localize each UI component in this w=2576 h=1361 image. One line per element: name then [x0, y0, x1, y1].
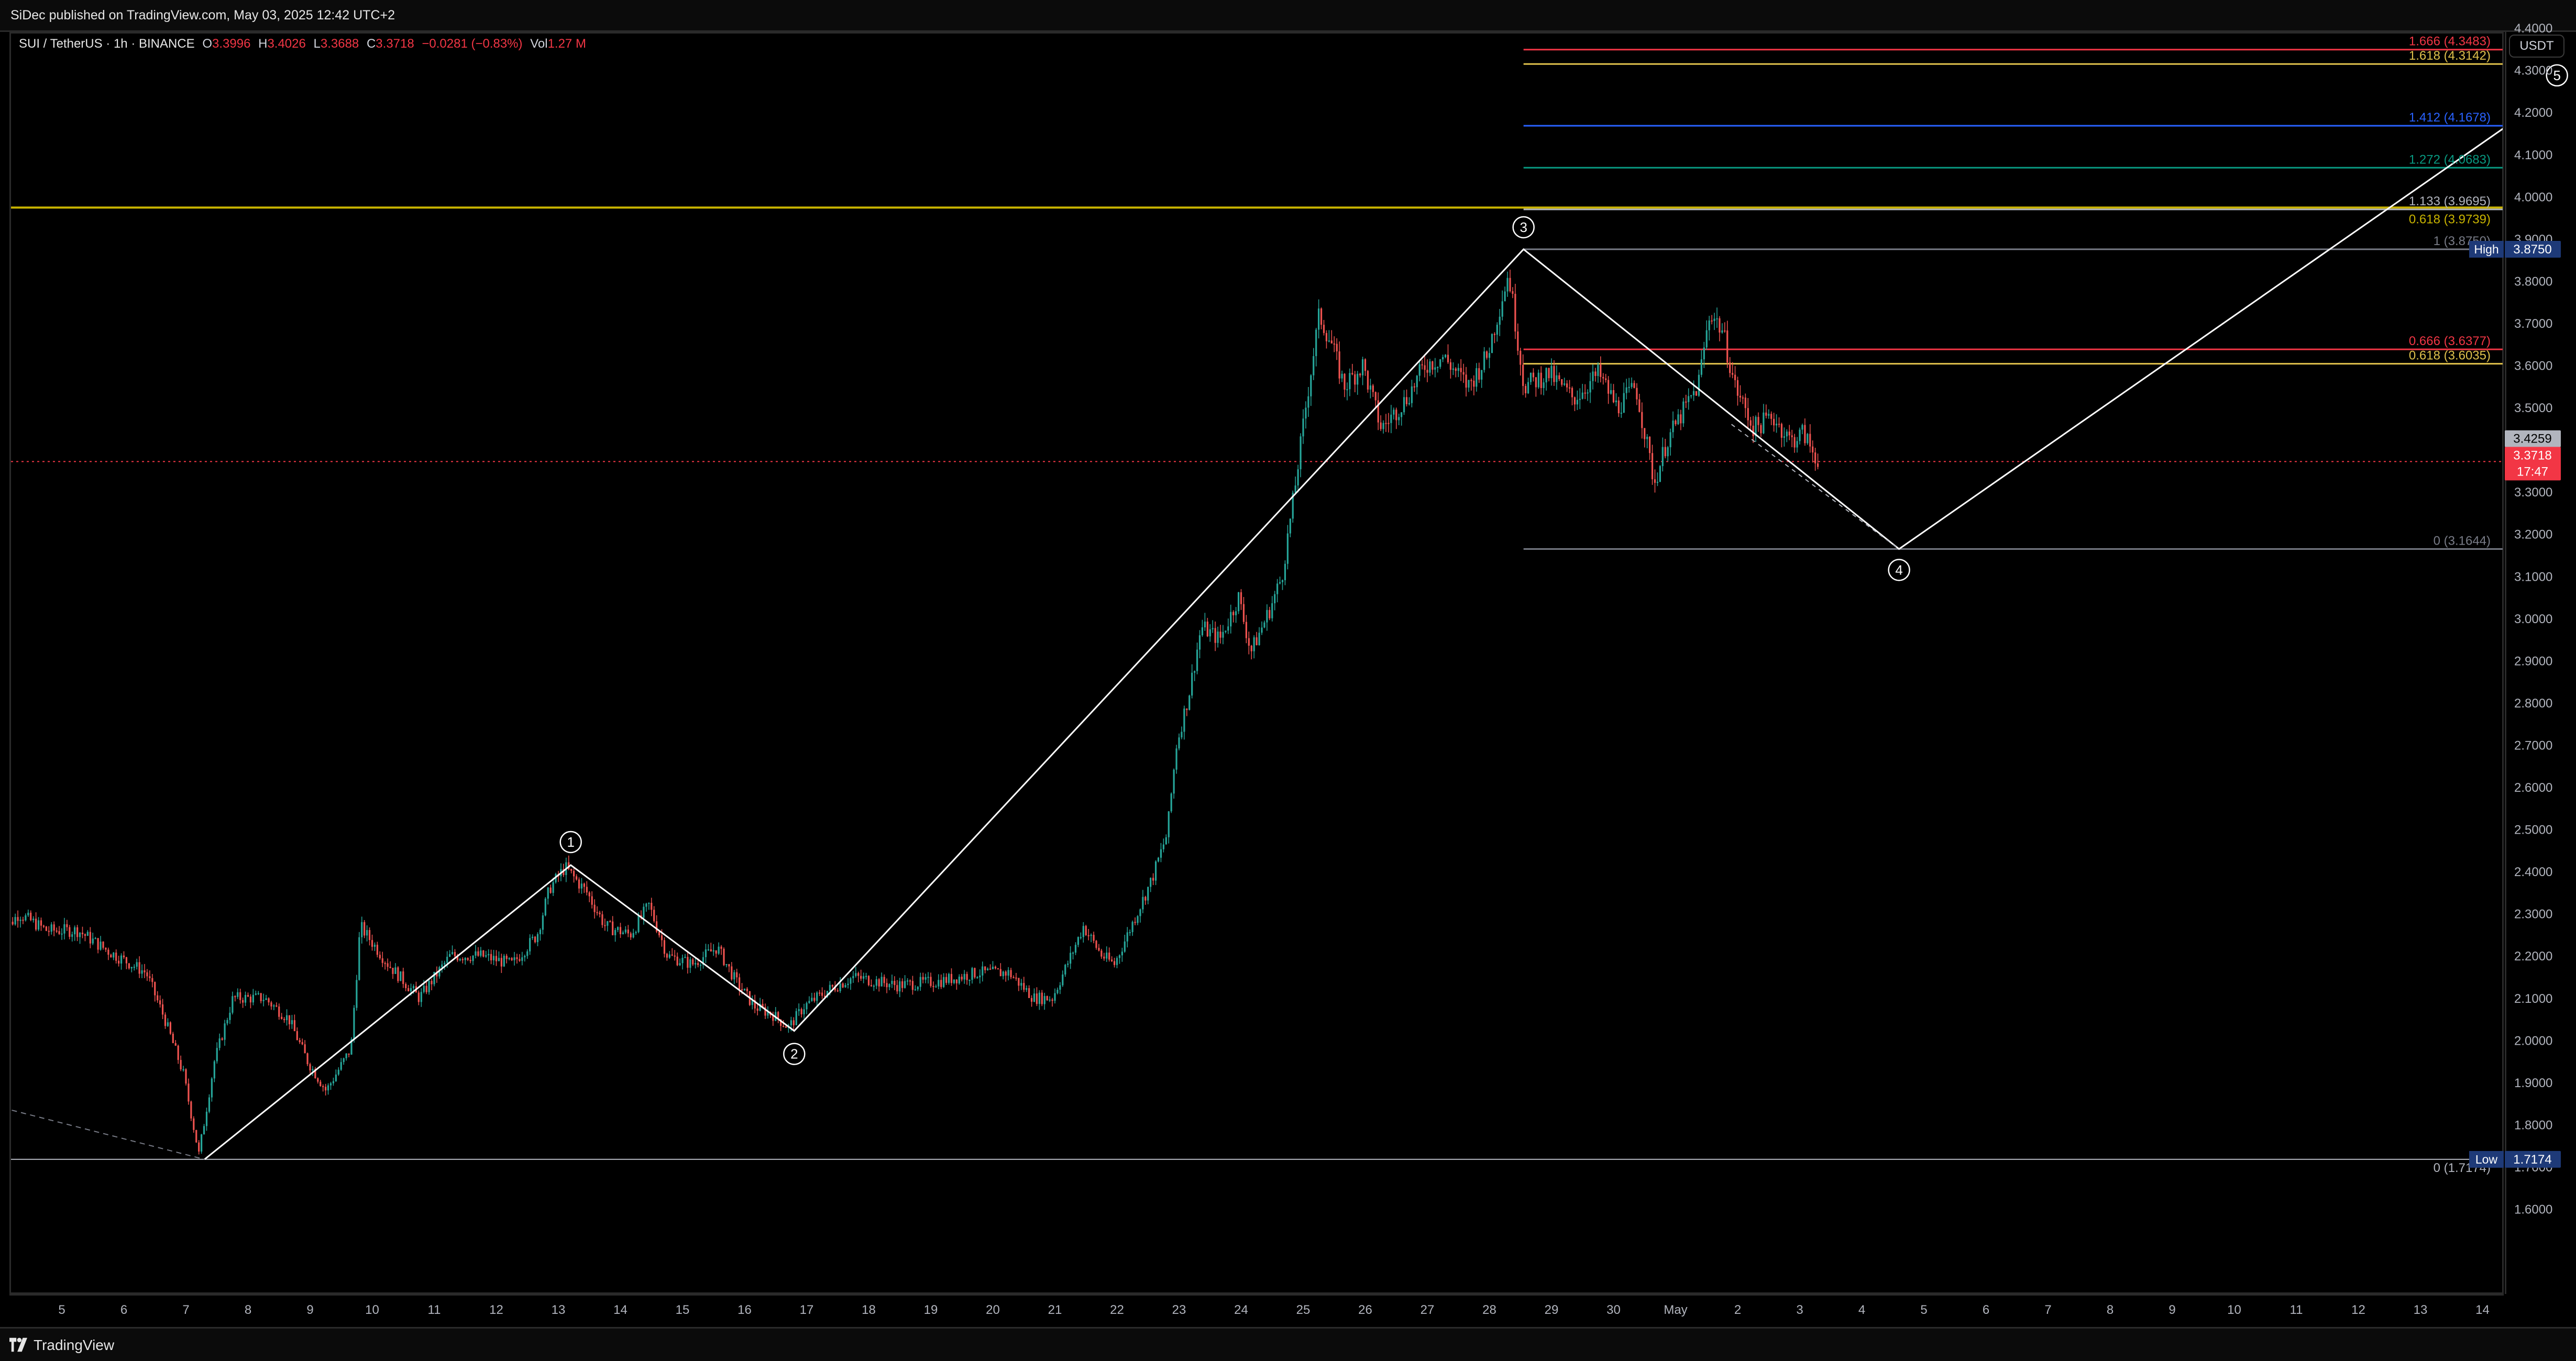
top-bar: SiDec published on TradingView.com, May … — [0, 0, 2576, 32]
volume-value: 1.27 M — [547, 37, 586, 51]
high-label: H — [258, 37, 268, 51]
footer-bar: TradingView — [0, 1327, 2576, 1361]
close-label: C — [366, 37, 376, 51]
time-axis[interactable] — [9, 1294, 2504, 1327]
low-value: 3.3688 — [320, 37, 359, 51]
price-axis[interactable] — [2505, 32, 2576, 1294]
high-value: 3.4026 — [267, 37, 306, 51]
open-label: O — [202, 37, 213, 51]
candle-body — [2, 936, 3, 937]
low-label: L — [313, 37, 321, 51]
tradingview-logo-icon — [9, 1337, 27, 1352]
brand-name: TradingView — [34, 1337, 115, 1353]
candle-body — [0, 936, 1, 939]
currency-button[interactable]: USDT — [2509, 35, 2564, 58]
candle-body — [4, 935, 6, 936]
candle-body — [7, 928, 8, 935]
symbol-title[interactable]: SUI / TetherUS · 1h · BINANCE — [19, 37, 195, 51]
ohlc-legend: SUI / TetherUS · 1h · BINANCE O3.3996 H3… — [19, 37, 590, 51]
published-text: SiDec published on TradingView.com, May … — [10, 8, 395, 23]
close-value: 3.3718 — [376, 37, 414, 51]
open-value: 3.3996 — [212, 37, 251, 51]
change-value: −0.0281 (−0.83%) — [422, 37, 523, 51]
chart-area[interactable] — [9, 32, 2504, 1294]
volume-label: Vol — [530, 37, 548, 51]
